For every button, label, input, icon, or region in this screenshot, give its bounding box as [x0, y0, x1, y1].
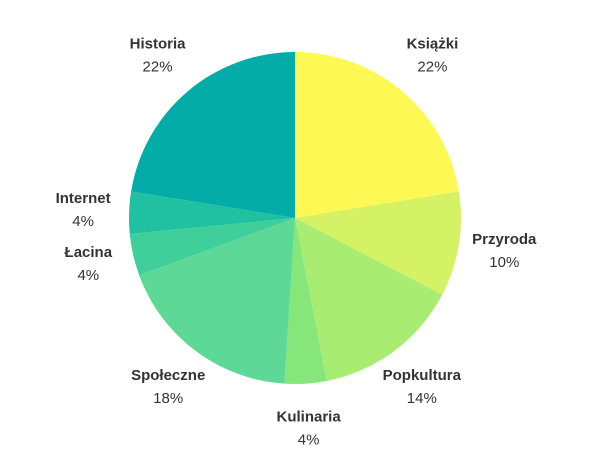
- slice-label: Internet: [56, 190, 111, 207]
- pie-slice: [129, 218, 295, 276]
- pie-slice: [295, 218, 443, 381]
- slice-label: Książki: [407, 36, 459, 53]
- slice-value-label: 14%: [407, 390, 437, 407]
- slice-label: Przyroda: [472, 231, 537, 248]
- pie-slice: [131, 51, 295, 218]
- pie-slice: [139, 218, 295, 384]
- slice-label: Łacina: [65, 244, 113, 261]
- pie-slice: [284, 218, 327, 384]
- slice-value-label: 4%: [72, 213, 94, 230]
- pie-slice: [295, 52, 459, 218]
- slice-value-label: 22%: [143, 59, 173, 76]
- slice-value-label: 22%: [417, 59, 447, 76]
- slice-value-label: 4%: [298, 432, 320, 449]
- pie-slice: [129, 191, 295, 234]
- slice-label: Społeczne: [131, 367, 205, 384]
- slice-label: Historia: [130, 36, 187, 53]
- pie-slice: [295, 191, 461, 295]
- slice-label: Kulinaria: [276, 409, 341, 426]
- slice-value-label: 10%: [489, 254, 519, 271]
- slice-value-label: 4%: [77, 267, 99, 284]
- slice-label: Popkultura: [383, 367, 462, 384]
- slice-value-label: 18%: [153, 390, 183, 407]
